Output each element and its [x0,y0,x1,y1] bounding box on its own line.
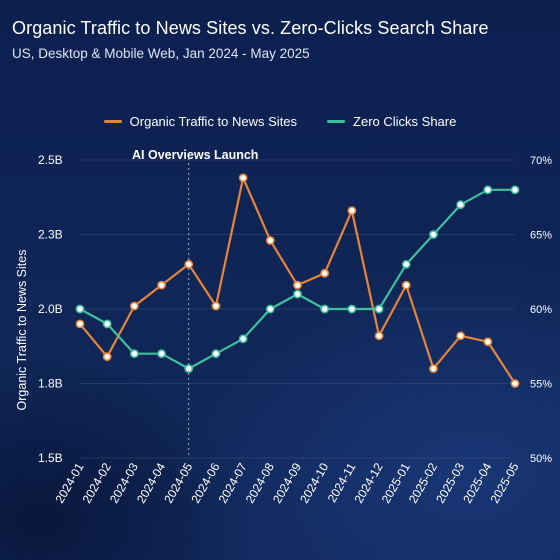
data-point-organic-traffic [157,280,166,290]
y2-tick-label: 70% [530,155,552,167]
data-point-zero-clicks [238,334,248,344]
data-point-zero-clicks [510,185,520,195]
y-tick-label: 2.5B [38,153,63,167]
chart-subtitle: US, Desktop & Mobile Web, Jan 2024 - May… [12,46,310,61]
legend-label-organic-traffic: Organic Traffic to News Sites [129,114,298,129]
data-point-organic-traffic [429,364,438,373]
data-point-zero-clicks [429,230,438,239]
y-tick-label: 2.0B [38,302,63,316]
series-line-zero-clicks [79,188,515,370]
data-point-zero-clicks [75,304,85,314]
legend-label-zero-clicks: Zero Clicks Share [353,114,457,129]
data-point-zero-clicks [456,200,466,210]
data-point-organic-traffic [211,301,221,311]
data-point-zero-clicks [265,304,275,314]
data-point-zero-clicks [157,349,166,359]
data-point-zero-clicks [320,304,330,314]
data-point-zero-clicks [129,349,139,359]
data-point-organic-traffic [401,280,411,290]
data-point-zero-clicks [483,185,493,195]
data-point-organic-traffic [293,280,302,290]
legend-swatch-zero-clicks [327,120,346,123]
data-point-organic-traffic [456,331,466,341]
annotation-label: AI Overviews Launch [132,148,258,162]
y2-tick-label: 55% [530,379,552,391]
data-point-organic-traffic [184,259,194,269]
legend-item-organic-traffic: Organic Traffic to News Sites [103,114,298,129]
data-point-zero-clicks [293,289,302,299]
legend: Organic Traffic to News Sites Zero Click… [0,114,560,129]
data-point-zero-clicks [184,364,194,373]
data-point-organic-traffic [510,379,520,388]
y2-tick-label: 50% [530,453,552,465]
data-point-organic-traffic [75,319,85,329]
data-point-zero-clicks [102,319,112,329]
y2-tick-label: 65% [530,230,552,242]
y-tick-label: 1.5B [38,451,63,465]
data-point-organic-traffic [265,236,275,245]
y-tick-label: 2.3B [38,228,63,242]
y2-tick-label: 60% [530,304,552,316]
data-point-organic-traffic [320,268,330,278]
data-point-organic-traffic [347,206,357,216]
data-point-organic-traffic [129,301,139,311]
data-point-organic-traffic [483,337,493,347]
data-point-zero-clicks [347,304,357,314]
data-point-zero-clicks [374,304,384,314]
data-point-organic-traffic [374,331,384,341]
legend-swatch-organic-traffic [103,120,122,123]
data-point-organic-traffic [238,173,248,183]
data-point-zero-clicks [211,349,221,359]
y-tick-label: 1.8B [38,377,63,391]
chart-title: Organic Traffic to News Sites vs. Zero-C… [12,18,489,38]
legend-item-zero-clicks: Zero Clicks Share [327,114,456,129]
data-point-organic-traffic [102,352,112,362]
data-point-zero-clicks [401,259,411,269]
